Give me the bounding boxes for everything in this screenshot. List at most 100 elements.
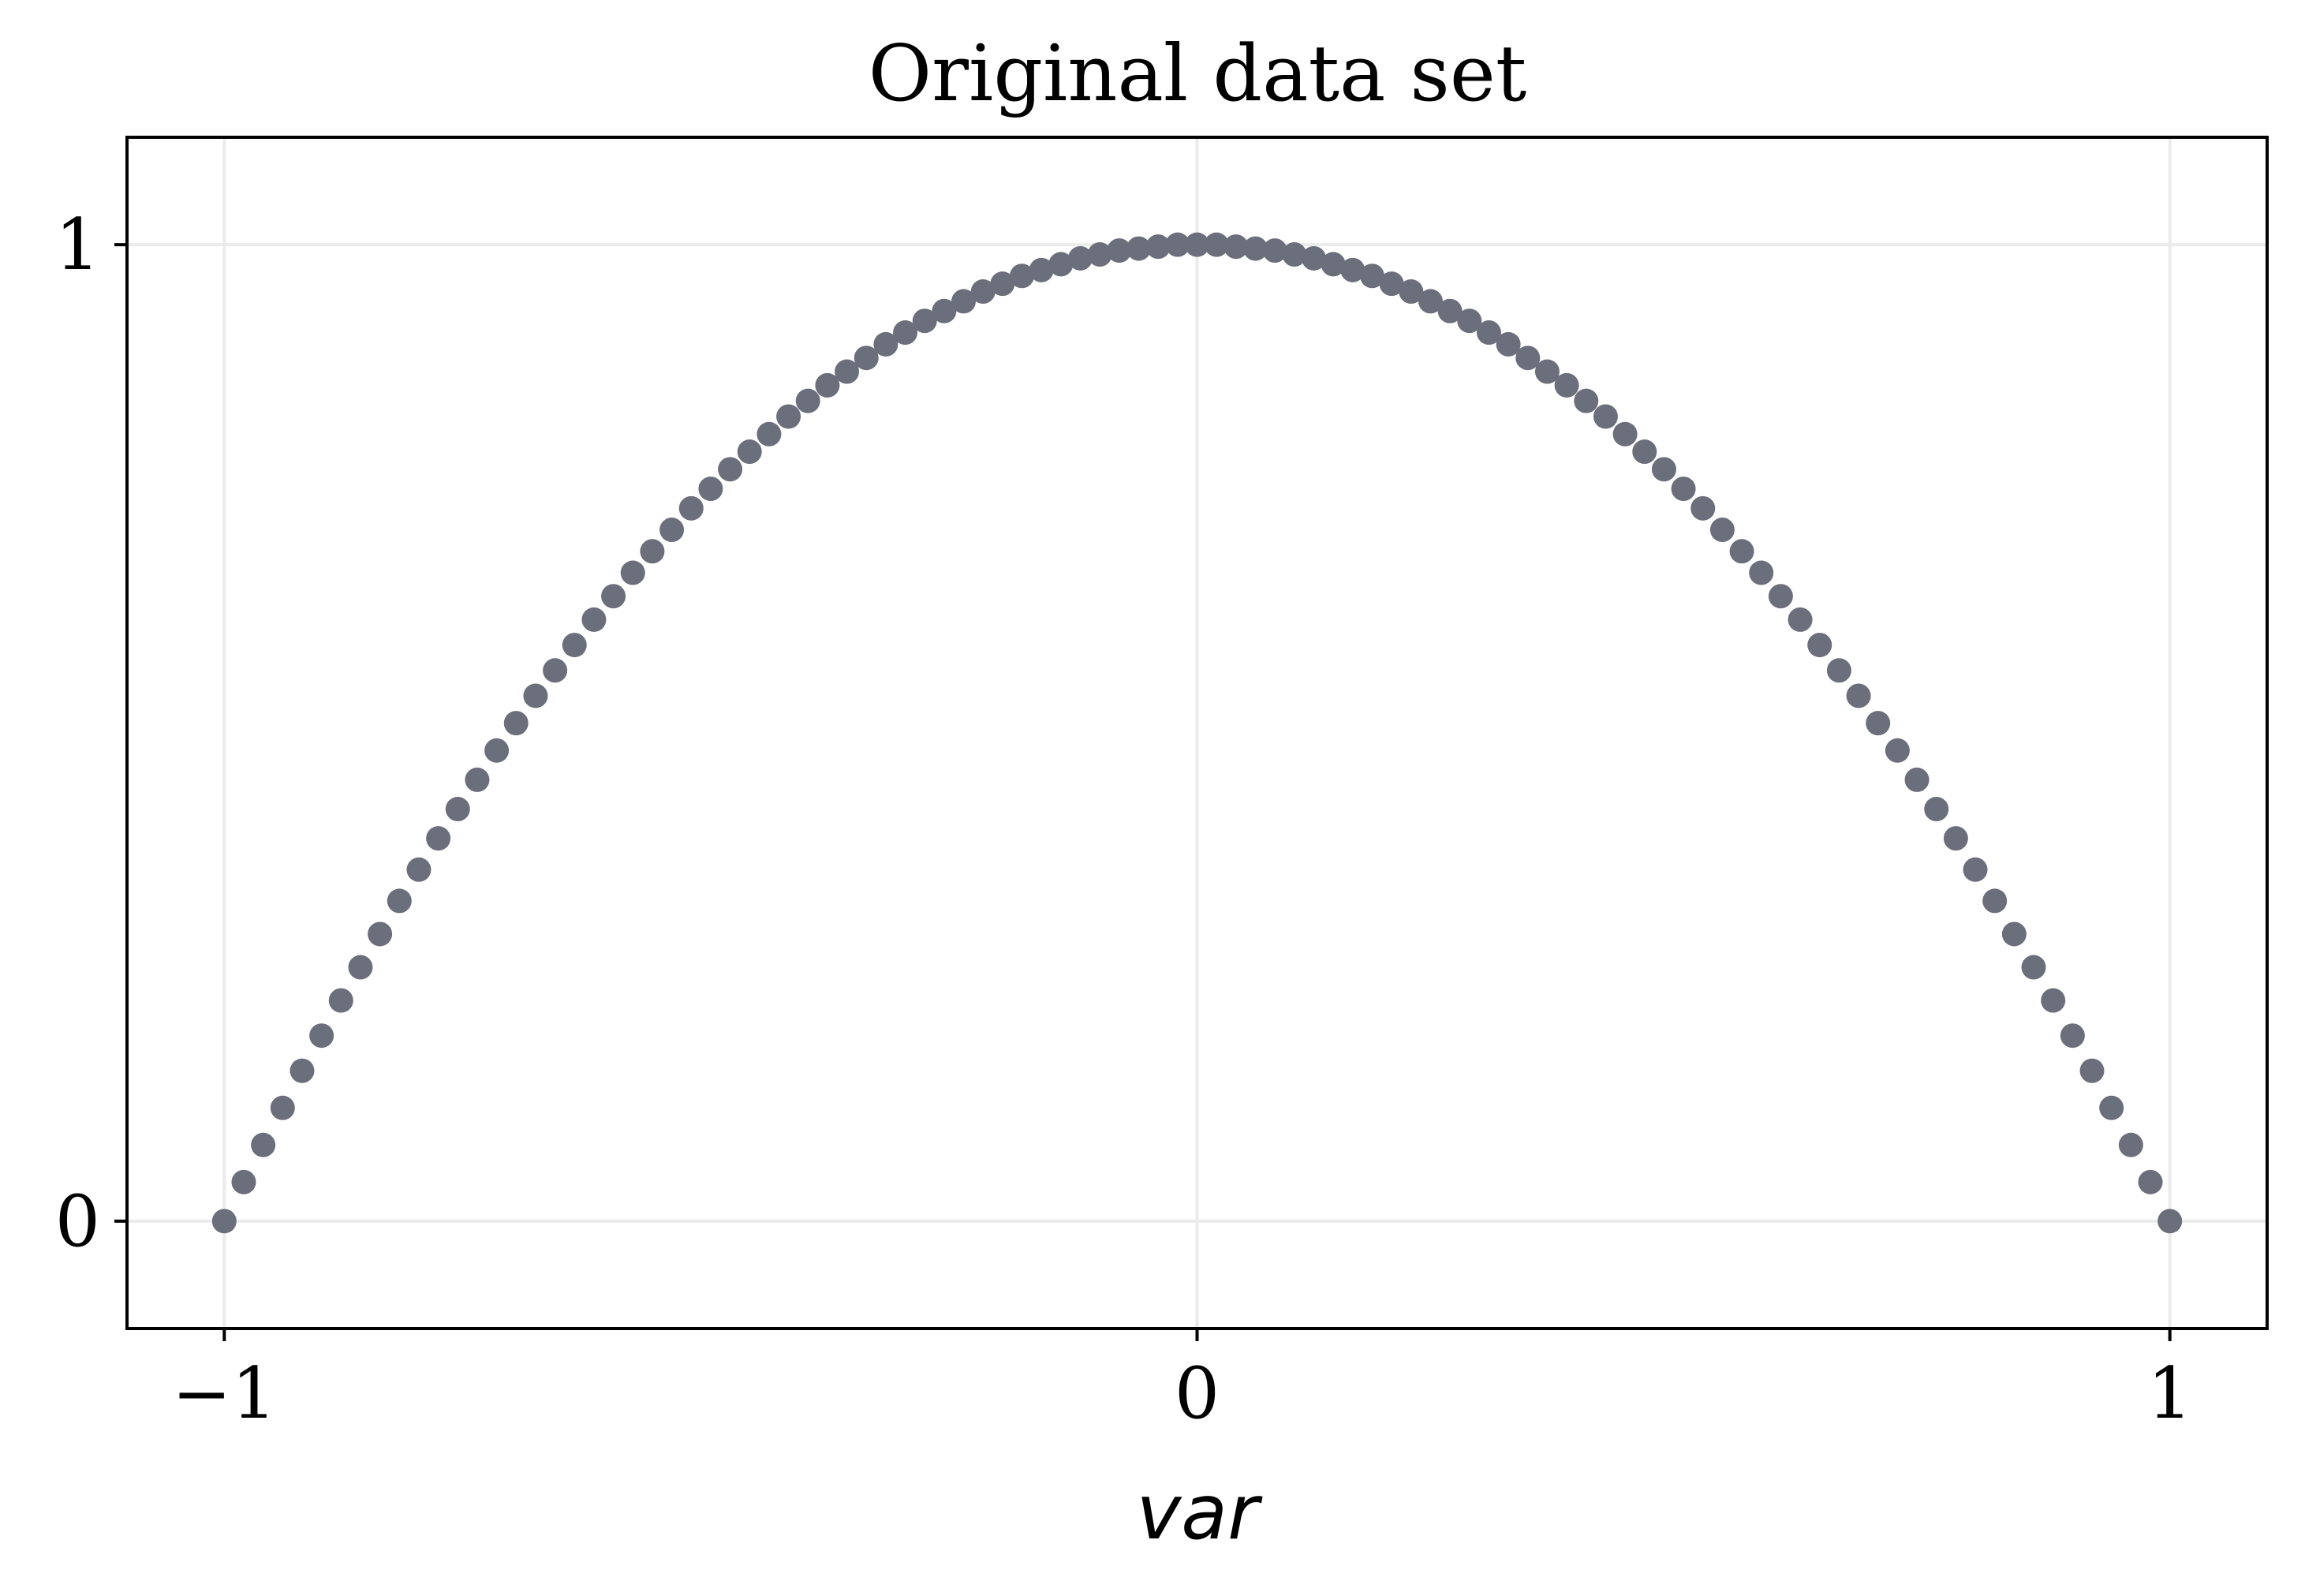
- data-point: [328, 988, 353, 1013]
- data-point: [1904, 767, 1930, 792]
- axis-ticks: [114, 243, 2172, 1341]
- data-point: [1534, 359, 1560, 384]
- data-point: [368, 921, 393, 947]
- data-point: [1359, 264, 1384, 289]
- data-point: [815, 372, 840, 398]
- data-point: [737, 439, 762, 465]
- data-point: [1515, 346, 1541, 371]
- data-point: [1340, 257, 1365, 282]
- data-point: [873, 331, 898, 357]
- data-point: [1262, 238, 1287, 264]
- data-point: [1476, 320, 1501, 346]
- data-point: [1204, 232, 1229, 257]
- data-point: [698, 477, 723, 502]
- data-point: [2157, 1209, 2183, 1234]
- data-point: [543, 658, 568, 683]
- data-point: [932, 298, 957, 323]
- y-tick-labels: 01: [55, 204, 100, 1263]
- data-point: [1126, 236, 1152, 261]
- data-point: [1185, 232, 1209, 257]
- data-point: [854, 346, 879, 371]
- data-point: [1885, 738, 1910, 763]
- data-point: [1010, 264, 1035, 289]
- data-point: [309, 1023, 334, 1048]
- data-point: [1826, 658, 1851, 683]
- data-point: [1574, 388, 1599, 413]
- data-point: [1379, 271, 1404, 297]
- data-point: [231, 1169, 256, 1194]
- data-point: [251, 1132, 276, 1157]
- x-axis-label: var: [1136, 1468, 1263, 1557]
- data-point: [1282, 242, 1307, 267]
- data-point: [1690, 495, 1716, 521]
- data-point: [1768, 584, 1793, 609]
- data-point: [2060, 1023, 2085, 1048]
- data-point: [1087, 242, 1112, 267]
- x-tick-label: −1: [172, 1352, 277, 1435]
- data-point: [1321, 252, 1346, 277]
- data-point: [1107, 238, 1132, 264]
- data-point: [678, 495, 704, 521]
- data-point: [445, 797, 470, 822]
- data-point: [1982, 888, 2008, 914]
- data-point: [387, 888, 412, 914]
- data-point: [1145, 234, 1171, 260]
- data-point: [523, 683, 548, 708]
- grid-lines: [127, 137, 2267, 1329]
- data-point: [1165, 232, 1190, 257]
- data-point: [1924, 797, 1949, 822]
- data-point: [1943, 826, 1968, 851]
- data-point: [912, 308, 937, 334]
- data-point: [1399, 279, 1424, 305]
- data-point: [640, 539, 665, 564]
- data-point: [1963, 857, 1988, 882]
- data-point: [1807, 633, 1832, 658]
- data-point: [270, 1095, 295, 1120]
- data-point: [1457, 308, 1482, 334]
- data-point: [1029, 257, 1054, 282]
- data-point: [2001, 921, 2027, 947]
- data-point: [2079, 1058, 2105, 1083]
- data-point: [1632, 439, 1657, 465]
- data-point: [1223, 234, 1249, 260]
- x-tick-labels: −1 0 1: [172, 1352, 2192, 1435]
- data-point: [1651, 457, 1676, 482]
- data-point: [795, 388, 820, 413]
- data-point: [1866, 711, 1891, 736]
- data-point: [1671, 477, 1696, 502]
- data-point: [1301, 245, 1326, 271]
- data-point: [835, 359, 860, 384]
- data-point: [776, 404, 801, 429]
- data-point: [465, 767, 490, 792]
- data-point: [620, 560, 645, 585]
- data-point: [659, 518, 685, 543]
- data-points: [211, 232, 2183, 1234]
- data-point: [1554, 372, 1579, 398]
- data-point: [348, 955, 373, 980]
- data-point: [484, 738, 510, 763]
- data-point: [1749, 560, 1774, 585]
- data-point: [990, 271, 1015, 297]
- data-point: [1788, 607, 1813, 632]
- data-point: [1709, 518, 1735, 543]
- data-point: [1437, 298, 1463, 323]
- data-point: [601, 584, 626, 609]
- chart-title: Original data set: [869, 29, 1526, 119]
- data-point: [406, 857, 431, 882]
- data-point: [2099, 1095, 2124, 1120]
- y-tick-label: 1: [55, 204, 100, 286]
- data-point: [1593, 404, 1618, 429]
- data-point: [290, 1058, 315, 1083]
- data-point: [2021, 955, 2046, 980]
- data-point: [2138, 1169, 2163, 1194]
- data-point: [581, 607, 607, 632]
- data-point: [718, 457, 743, 482]
- data-point: [2041, 988, 2066, 1013]
- data-point: [1048, 252, 1074, 277]
- data-point: [1242, 236, 1268, 261]
- data-point: [1846, 683, 1871, 708]
- data-point: [951, 289, 977, 314]
- data-point: [562, 633, 587, 658]
- x-tick-label: 1: [2147, 1352, 2192, 1435]
